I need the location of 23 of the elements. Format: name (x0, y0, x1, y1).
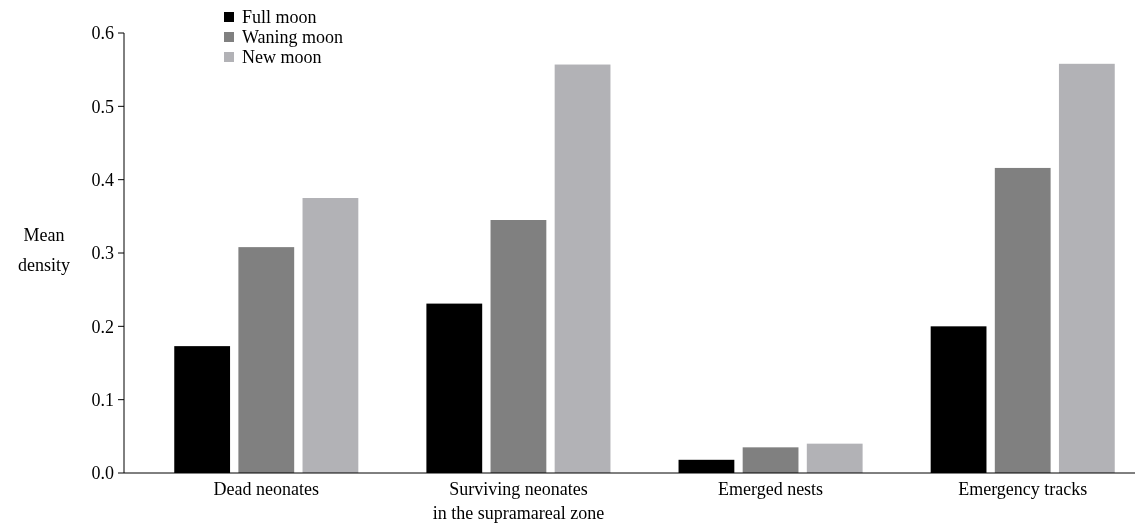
bar (806, 443, 863, 473)
bar (554, 64, 611, 473)
bar (490, 220, 547, 473)
x-tick-label: Emerged nests (717, 479, 824, 499)
x-tick-label: Emergency tracks (958, 479, 1088, 499)
legend-label: Waning moon (242, 27, 344, 48)
y-tick-label: 0.3 (91, 243, 114, 264)
bar (994, 167, 1051, 473)
y-tick-label: 0.5 (91, 96, 114, 117)
y-tick-label: 0.1 (91, 389, 114, 410)
y-tick-label: 0.0 (91, 463, 114, 484)
x-tick-label: Surviving neonates in the supramareal zone (432, 479, 605, 523)
x-tick-label: Dead neonates (213, 479, 320, 499)
y-axis-title: Mean density (18, 225, 70, 275)
legend-label: Full moon (242, 7, 317, 28)
bar (742, 447, 799, 473)
bar (302, 198, 359, 473)
y-tick-label: 0.6 (91, 23, 114, 44)
bar (1058, 63, 1115, 473)
y-tick-label: 0.2 (91, 316, 114, 337)
bar (238, 247, 295, 473)
legend-label: New moon (242, 47, 322, 68)
y-tick-label: 0.4 (91, 169, 114, 190)
